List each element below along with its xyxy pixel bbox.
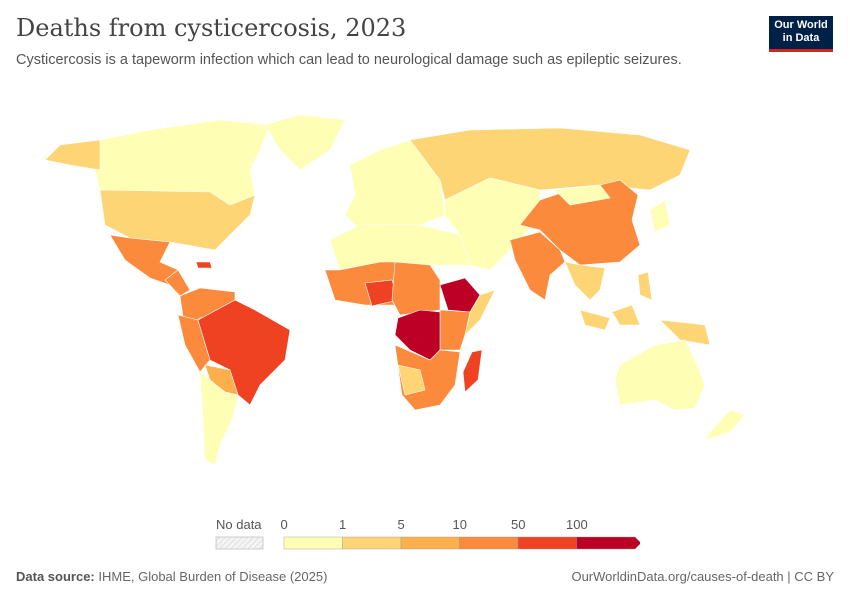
legend-bin[interactable] <box>400 536 460 550</box>
legend-bin[interactable] <box>342 536 402 550</box>
legend-bin[interactable] <box>576 536 641 550</box>
namibia-botswana[interactable] <box>397 364 426 396</box>
data-source: Data source: IHME, Global Burden of Dise… <box>16 569 327 584</box>
legend-bin[interactable] <box>517 536 577 550</box>
africa <box>324 224 496 411</box>
central-america[interactable] <box>164 269 191 297</box>
argentina-chile[interactable] <box>199 371 239 466</box>
world-map[interactable] <box>0 100 850 480</box>
southern-africa[interactable] <box>394 344 461 411</box>
legend-bin[interactable] <box>459 536 519 550</box>
central-africa[interactable] <box>391 261 441 316</box>
legend-tick-label: 100 <box>566 517 588 532</box>
australia[interactable] <box>614 339 706 411</box>
owid-logo[interactable]: Our World in Data <box>769 16 833 52</box>
footer-link[interactable]: OurWorldinData.org/causes-of-death | CC … <box>571 569 834 584</box>
legend-tick-label: 50 <box>511 517 526 532</box>
source-text: IHME, Global Burden of Disease (2025) <box>98 569 328 584</box>
oceania <box>614 339 746 441</box>
russia[interactable] <box>409 127 691 201</box>
east-africa[interactable] <box>439 309 471 351</box>
north-america <box>44 114 346 297</box>
usa[interactable] <box>99 189 256 251</box>
legend-tick-label: 5 <box>397 517 405 532</box>
middle-east-central-asia[interactable] <box>444 177 541 271</box>
legend-no-data-swatch <box>215 536 264 550</box>
logo-text: Our World in Data <box>774 19 828 44</box>
asia <box>444 177 711 346</box>
japan[interactable] <box>649 199 671 233</box>
legend-bin[interactable] <box>283 536 343 550</box>
page-title: Deaths from cysticercosis, 2023 <box>16 14 407 42</box>
alaska[interactable] <box>44 139 101 171</box>
legend-tick-label: 10 <box>452 517 467 532</box>
madagascar[interactable] <box>462 349 483 393</box>
europe-region[interactable] <box>344 139 446 231</box>
greenland[interactable] <box>264 114 346 171</box>
page-subtitle: Cysticercosis is a tapeworm infection wh… <box>16 52 682 68</box>
new-zealand[interactable] <box>704 409 746 441</box>
legend-tick-label: 1 <box>339 517 347 532</box>
haiti[interactable] <box>195 261 213 269</box>
mongolia[interactable] <box>554 184 611 206</box>
legend-color-bar <box>283 536 641 550</box>
south-america <box>177 287 291 466</box>
peru[interactable] <box>177 314 211 373</box>
source-label: Data source: <box>16 569 95 584</box>
legend-no-data-label: No data <box>216 517 262 532</box>
indonesia[interactable] <box>579 304 711 346</box>
legend-tick-label: 0 <box>280 517 288 532</box>
southeast-asia[interactable] <box>564 261 606 301</box>
india[interactable] <box>509 231 566 301</box>
brazil[interactable] <box>197 299 291 406</box>
philippines[interactable] <box>637 271 653 301</box>
